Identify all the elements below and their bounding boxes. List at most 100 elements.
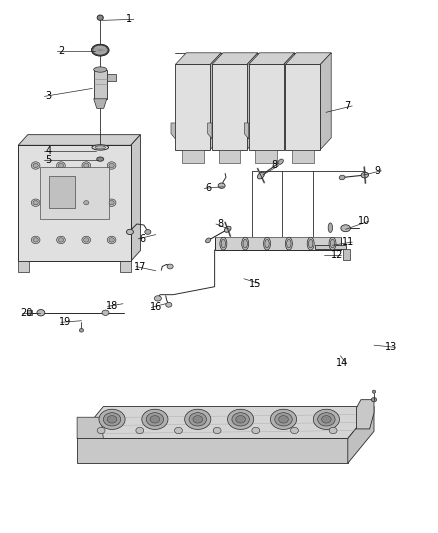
Ellipse shape — [224, 227, 231, 232]
Ellipse shape — [286, 237, 292, 250]
Text: 20: 20 — [20, 308, 32, 318]
Polygon shape — [49, 176, 75, 208]
Ellipse shape — [84, 200, 89, 205]
Polygon shape — [286, 53, 331, 64]
Polygon shape — [292, 150, 314, 163]
Ellipse shape — [145, 230, 151, 235]
Text: 8: 8 — [217, 219, 223, 229]
Ellipse shape — [278, 159, 283, 164]
Polygon shape — [212, 53, 258, 64]
Ellipse shape — [107, 199, 116, 206]
Text: 19: 19 — [59, 317, 71, 327]
Ellipse shape — [252, 427, 260, 434]
Ellipse shape — [218, 183, 225, 188]
Text: 2: 2 — [58, 46, 64, 56]
Ellipse shape — [270, 409, 297, 430]
Ellipse shape — [307, 237, 314, 250]
Polygon shape — [77, 417, 103, 439]
Ellipse shape — [279, 416, 288, 423]
Ellipse shape — [94, 67, 107, 72]
Ellipse shape — [329, 237, 336, 250]
Ellipse shape — [258, 172, 265, 179]
Ellipse shape — [58, 238, 64, 242]
Polygon shape — [175, 53, 221, 64]
Ellipse shape — [264, 237, 271, 250]
Ellipse shape — [92, 145, 109, 150]
Ellipse shape — [146, 413, 164, 426]
Ellipse shape — [142, 409, 168, 430]
Ellipse shape — [242, 237, 249, 250]
Ellipse shape — [82, 236, 91, 244]
Ellipse shape — [361, 172, 368, 178]
Text: 8: 8 — [272, 160, 278, 171]
Ellipse shape — [103, 413, 121, 426]
Text: 12: 12 — [331, 250, 343, 260]
Ellipse shape — [31, 236, 40, 244]
Polygon shape — [249, 64, 284, 150]
Ellipse shape — [57, 236, 65, 244]
Polygon shape — [249, 53, 294, 64]
Ellipse shape — [33, 238, 38, 242]
Ellipse shape — [205, 238, 211, 243]
Ellipse shape — [92, 45, 108, 55]
Ellipse shape — [372, 390, 376, 393]
Ellipse shape — [107, 236, 116, 244]
Polygon shape — [255, 150, 277, 163]
Polygon shape — [120, 261, 131, 272]
Polygon shape — [18, 146, 131, 261]
Ellipse shape — [287, 239, 291, 248]
Ellipse shape — [318, 413, 335, 426]
Ellipse shape — [313, 409, 339, 430]
Ellipse shape — [127, 229, 134, 235]
Ellipse shape — [185, 409, 211, 430]
Text: 1: 1 — [127, 14, 133, 25]
Text: 10: 10 — [358, 216, 370, 227]
Ellipse shape — [330, 239, 335, 248]
Text: 13: 13 — [385, 342, 397, 352]
Ellipse shape — [31, 199, 40, 206]
Ellipse shape — [109, 200, 114, 205]
Ellipse shape — [92, 44, 109, 56]
Ellipse shape — [232, 413, 249, 426]
Ellipse shape — [95, 146, 106, 149]
Ellipse shape — [166, 302, 172, 307]
Ellipse shape — [82, 162, 91, 169]
Ellipse shape — [265, 239, 269, 248]
Ellipse shape — [109, 164, 114, 167]
Ellipse shape — [290, 427, 298, 434]
Polygon shape — [94, 99, 107, 108]
Text: 16: 16 — [149, 302, 162, 312]
Ellipse shape — [243, 239, 247, 248]
Polygon shape — [171, 123, 175, 139]
Polygon shape — [284, 53, 294, 150]
Ellipse shape — [79, 328, 84, 332]
Ellipse shape — [329, 427, 337, 434]
Ellipse shape — [37, 310, 45, 316]
Ellipse shape — [84, 238, 89, 242]
Text: 17: 17 — [134, 262, 147, 271]
Ellipse shape — [58, 164, 64, 167]
Polygon shape — [320, 53, 331, 150]
Text: 11: 11 — [342, 237, 354, 247]
Ellipse shape — [275, 413, 292, 426]
Polygon shape — [244, 123, 249, 139]
Ellipse shape — [136, 427, 144, 434]
Polygon shape — [18, 261, 29, 272]
Polygon shape — [77, 439, 348, 463]
Ellipse shape — [102, 310, 109, 316]
Polygon shape — [175, 64, 210, 150]
Polygon shape — [357, 400, 374, 429]
Polygon shape — [208, 123, 212, 139]
Text: 6: 6 — [140, 234, 146, 244]
Text: 9: 9 — [374, 166, 380, 176]
Ellipse shape — [189, 413, 206, 426]
Ellipse shape — [107, 162, 116, 169]
Bar — [215, 237, 341, 250]
Polygon shape — [77, 407, 374, 439]
Polygon shape — [219, 150, 240, 163]
Ellipse shape — [236, 416, 245, 423]
Text: 15: 15 — [249, 279, 261, 288]
Polygon shape — [286, 64, 320, 150]
Polygon shape — [247, 53, 258, 150]
Ellipse shape — [97, 157, 104, 161]
